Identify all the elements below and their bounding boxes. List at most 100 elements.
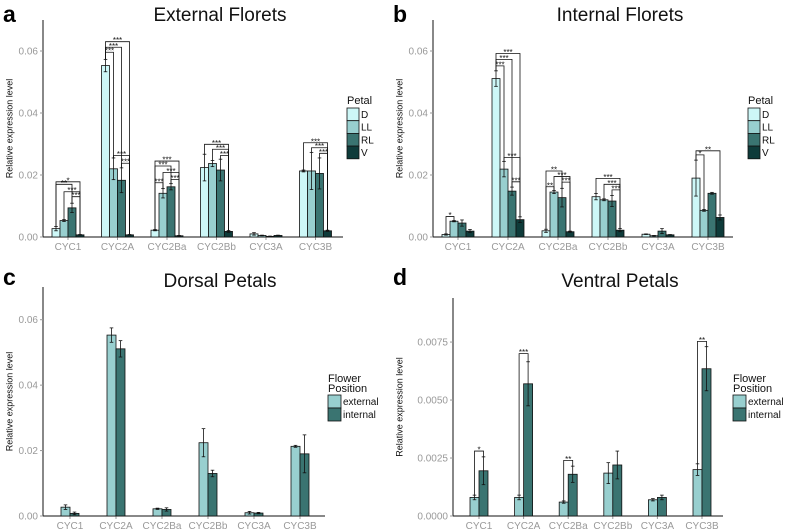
significance-bracket <box>55 183 73 227</box>
significance-label: *** <box>109 42 118 51</box>
significance-label: * <box>698 149 701 158</box>
y-tick-label: 0.0025 <box>417 454 448 465</box>
significance-bracket <box>697 340 707 464</box>
significance-label: *** <box>113 36 122 45</box>
bar-internal-CYC2A <box>115 348 126 517</box>
significance-label: ** <box>551 165 557 174</box>
x-tick-label: CYC1 <box>55 242 82 253</box>
bar-D-CYC2A <box>491 78 501 238</box>
legend-swatch-D <box>747 107 761 122</box>
x-tick-label: CYC1 <box>466 521 493 532</box>
y-tick-label: 0.00 <box>19 512 39 523</box>
legend-label-internal: internal <box>748 410 781 421</box>
significance-label: *** <box>315 142 324 151</box>
bar-external-CYC1 <box>469 497 480 517</box>
significance-label: ** <box>705 145 711 154</box>
significance-label: ** <box>61 179 67 188</box>
significance-bracket <box>319 152 328 231</box>
significance-bracket <box>495 65 505 162</box>
legend-swatch-internal <box>327 407 342 422</box>
significance-label: *** <box>311 137 320 146</box>
y-axis-label: Relative expression level <box>394 357 404 457</box>
x-tick-label: CYC2Ba <box>143 521 182 532</box>
x-tick-label: CYC3A <box>641 242 675 253</box>
significance-bracket <box>121 162 130 235</box>
bar-RL-CYC2Ba <box>166 186 176 238</box>
legend-swatch-external <box>732 394 747 409</box>
y-tick-label: 0.02 <box>19 171 39 182</box>
significance-bracket <box>495 58 513 188</box>
significance-label: *** <box>611 184 620 193</box>
significance-bracket <box>445 216 455 234</box>
bar-external-CYC3A <box>648 499 658 517</box>
significance-bracket <box>71 196 81 235</box>
significance-bracket <box>220 155 229 231</box>
y-tick-label: 0.00 <box>409 233 429 244</box>
legend-swatch-V <box>346 145 360 160</box>
legend-label-D: D <box>762 110 769 121</box>
significance-bracket <box>154 182 164 230</box>
bar-RL-CYC2A <box>507 190 517 238</box>
bar-LL-CYC2Ba <box>158 192 168 238</box>
significance-label: *** <box>561 177 570 186</box>
significance-label: ** <box>565 455 571 464</box>
significance-label: *** <box>519 348 528 357</box>
legend-swatch-LL <box>747 120 761 134</box>
legend-title: Petal <box>748 95 773 107</box>
significance-bracket <box>474 450 484 496</box>
legend-label-V: V <box>361 148 368 159</box>
legend-title: Petal <box>347 95 372 107</box>
significance-label: *** <box>507 152 516 161</box>
y-axis-label: Relative expression level <box>4 79 14 179</box>
x-tick-label: CYC3A <box>237 521 271 532</box>
legend-label-RL: RL <box>762 135 775 146</box>
bar-D-CYC2A <box>101 65 110 238</box>
bar-external-CYC2A <box>514 497 524 517</box>
significance-label: *** <box>607 179 616 188</box>
bar-external-CYC2A <box>106 334 117 517</box>
legend-label-RL: RL <box>361 135 374 146</box>
bar-LL-CYC3B <box>699 209 709 238</box>
significance-label: *** <box>603 173 612 182</box>
significance-label: *** <box>162 156 171 165</box>
bar-LL-CYC2A <box>499 168 509 238</box>
legend-label-D: D <box>361 110 368 121</box>
significance-label: *** <box>121 158 130 167</box>
significance-bracket <box>561 181 571 232</box>
legend-swatch-V <box>747 145 761 160</box>
bar-LL-CYC2Ba <box>549 191 559 238</box>
panel-letter: a <box>3 1 16 27</box>
legend-swatch-RL <box>346 132 360 147</box>
legend-title: Flower <box>733 373 766 385</box>
y-tick-label: 0.04 <box>19 109 39 120</box>
significance-label: *** <box>117 150 126 159</box>
legend-label-LL: LL <box>361 123 373 134</box>
significance-bracket <box>511 181 521 217</box>
x-tick-label: CYC3B <box>299 242 333 253</box>
y-tick-label: 0.00 <box>19 233 39 244</box>
bar-V-CYC3B <box>715 217 725 238</box>
significance-label: *** <box>212 139 221 148</box>
significance-label: *** <box>71 191 80 200</box>
bar-D-CYC2Ba <box>150 229 160 238</box>
bar-LL-CYC1 <box>449 220 459 238</box>
significance-label: *** <box>220 150 229 159</box>
significance-bracket <box>695 154 705 210</box>
bar-external-CYC2Ba <box>558 501 569 517</box>
bar-external-CYC2Ba <box>152 508 163 517</box>
y-tick-label: 0.04 <box>19 381 39 392</box>
significance-label: * <box>477 446 480 455</box>
legend-swatch-external <box>327 394 342 409</box>
significance-label: *** <box>499 54 508 63</box>
x-tick-label: CYC2A <box>101 242 135 253</box>
y-tick-label: 0.0075 <box>417 338 448 349</box>
significance-bracket <box>545 186 555 230</box>
x-tick-label: CYC1 <box>57 521 84 532</box>
chart-title: Internal Florets <box>557 5 684 26</box>
bar-D-CYC2Bb <box>591 196 601 238</box>
x-tick-label: CYC3B <box>283 521 317 532</box>
legend-label-external: external <box>748 397 784 408</box>
legend-title: Position <box>733 383 772 395</box>
significance-label: *** <box>319 148 328 157</box>
